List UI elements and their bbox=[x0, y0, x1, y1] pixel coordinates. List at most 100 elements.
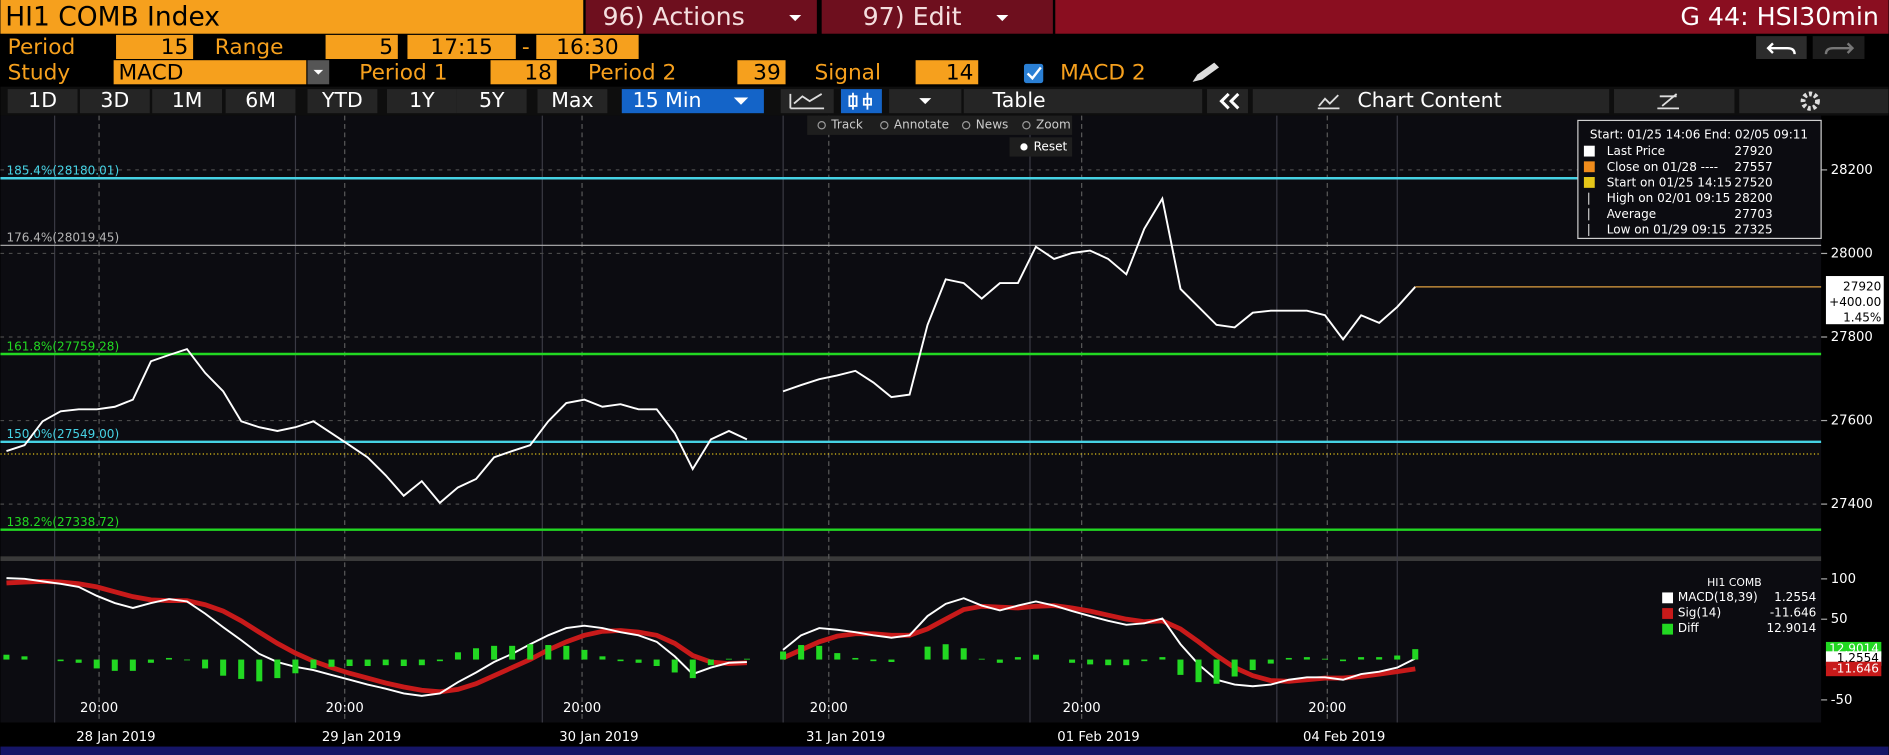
diff-bar bbox=[454, 652, 461, 660]
signal-line bbox=[6, 578, 1416, 695]
range-tab-label: 6M bbox=[245, 88, 276, 112]
diff-bar bbox=[1213, 659, 1220, 684]
range-tab[interactable] bbox=[79, 89, 150, 114]
diff-bar bbox=[1069, 659, 1076, 663]
price-legend bbox=[1577, 119, 1822, 240]
range-tab-label: 5Y bbox=[479, 88, 505, 112]
tool-icon bbox=[961, 121, 971, 130]
diff-bar bbox=[509, 645, 516, 660]
range-tab[interactable] bbox=[537, 89, 608, 114]
setting-field[interactable] bbox=[536, 34, 639, 60]
tool-icon bbox=[817, 121, 826, 130]
range-tab-label: 1D bbox=[28, 88, 57, 112]
y-tick-label: 27600 bbox=[1831, 414, 1873, 429]
setting-label: Range bbox=[215, 35, 284, 60]
diff-bar bbox=[978, 658, 985, 660]
table-button[interactable] bbox=[963, 89, 1203, 114]
macd2-checkbox[interactable] bbox=[1023, 63, 1044, 84]
y-tick-label: 28000 bbox=[1831, 246, 1873, 261]
diff-bar bbox=[1014, 657, 1021, 660]
legend-swatch bbox=[1583, 145, 1595, 157]
diff-bar bbox=[238, 659, 245, 679]
setting-label: Period 1 bbox=[359, 60, 447, 85]
diff-bar bbox=[256, 659, 263, 682]
setting-value: 5 bbox=[379, 35, 393, 60]
diff-bar bbox=[1267, 659, 1274, 664]
security-title: HI1 COMB Index bbox=[5, 2, 220, 33]
legend-swatch bbox=[1662, 608, 1674, 619]
legend-label: Low on 01/29 09:15 bbox=[1607, 222, 1726, 236]
setting-label: - bbox=[522, 35, 530, 60]
chart-tool[interactable]: Track bbox=[830, 118, 863, 132]
setting-field[interactable] bbox=[915, 60, 979, 85]
diff-bar bbox=[1285, 657, 1292, 660]
actions-button[interactable] bbox=[585, 0, 817, 34]
pen-icon[interactable] bbox=[1192, 62, 1220, 82]
reset-icon bbox=[1020, 143, 1028, 151]
x-tick-label: 20:00 bbox=[326, 701, 364, 716]
range-tab-label: 1M bbox=[172, 88, 203, 112]
diff-bar bbox=[1340, 659, 1347, 662]
tool-icon bbox=[1022, 121, 1031, 130]
diff-bar bbox=[364, 659, 371, 667]
edit-label: 97) Edit bbox=[863, 2, 962, 31]
chart-tool[interactable]: News bbox=[976, 118, 1009, 132]
x-date-label: 29 Jan 2019 bbox=[322, 730, 401, 745]
setting-field[interactable] bbox=[490, 60, 557, 85]
range-tab[interactable] bbox=[7, 89, 78, 114]
diff-bar bbox=[942, 644, 949, 660]
diff-bar bbox=[707, 659, 714, 666]
actions-label: 96) Actions bbox=[603, 2, 745, 31]
diff-bar bbox=[870, 659, 877, 662]
legend-label: Close on 01/28 ---- bbox=[1607, 160, 1718, 174]
setting-field[interactable] bbox=[737, 60, 786, 85]
diff-bar bbox=[1159, 657, 1166, 660]
annotate-icon bbox=[1657, 93, 1680, 110]
value-box bbox=[1825, 661, 1882, 677]
range-tab[interactable] bbox=[152, 89, 223, 114]
chart-tool[interactable]: Annotate bbox=[894, 118, 949, 132]
fibonacci-label: 138.2%(27338.72) bbox=[6, 515, 119, 529]
diff-bar bbox=[202, 659, 209, 669]
chart-content-button[interactable] bbox=[1252, 89, 1610, 114]
diff-bar bbox=[184, 659, 191, 661]
diff-bar bbox=[671, 659, 678, 673]
diff-bar bbox=[1249, 659, 1256, 671]
diff-bar bbox=[346, 659, 353, 667]
dropdown-caret bbox=[996, 15, 1009, 22]
range-tab[interactable] bbox=[225, 89, 296, 114]
candle-type-button[interactable] bbox=[840, 89, 882, 114]
range-tab[interactable] bbox=[307, 89, 378, 114]
setting-field[interactable] bbox=[407, 34, 516, 60]
edit-button[interactable] bbox=[821, 0, 1053, 34]
line-icon bbox=[789, 93, 825, 110]
range-tab[interactable] bbox=[386, 89, 457, 114]
chart-tool[interactable]: Zoom bbox=[1036, 118, 1071, 132]
diff-bar bbox=[689, 659, 696, 679]
setting-field[interactable] bbox=[113, 60, 307, 85]
setting-label: Signal bbox=[814, 60, 881, 85]
diff-bar bbox=[725, 658, 732, 660]
collapse-button[interactable] bbox=[1207, 89, 1248, 114]
range-tab[interactable] bbox=[456, 89, 527, 114]
line-type-button[interactable] bbox=[780, 89, 834, 114]
diff-bar bbox=[220, 659, 227, 676]
diff-bar bbox=[1032, 654, 1039, 660]
macd-legend-title: HI1 COMB bbox=[1707, 576, 1762, 589]
annotate-button[interactable] bbox=[1614, 89, 1735, 114]
setting-field[interactable] bbox=[116, 34, 194, 60]
diff-bar bbox=[1303, 657, 1310, 660]
reset-button[interactable] bbox=[1009, 137, 1073, 157]
diff-bar bbox=[563, 645, 570, 660]
x-tick-label: 20:00 bbox=[810, 701, 848, 716]
diff-bar bbox=[1177, 659, 1184, 675]
legend-label: Last Price bbox=[1607, 144, 1665, 158]
legend-value: 28200 bbox=[1734, 191, 1772, 205]
diff-bar bbox=[436, 659, 443, 662]
dropdown-caret bbox=[733, 97, 749, 105]
diff-bar bbox=[1195, 659, 1202, 683]
diff-bar bbox=[527, 644, 534, 660]
setting-label: Study bbox=[8, 60, 71, 85]
setting-field[interactable] bbox=[325, 34, 398, 60]
